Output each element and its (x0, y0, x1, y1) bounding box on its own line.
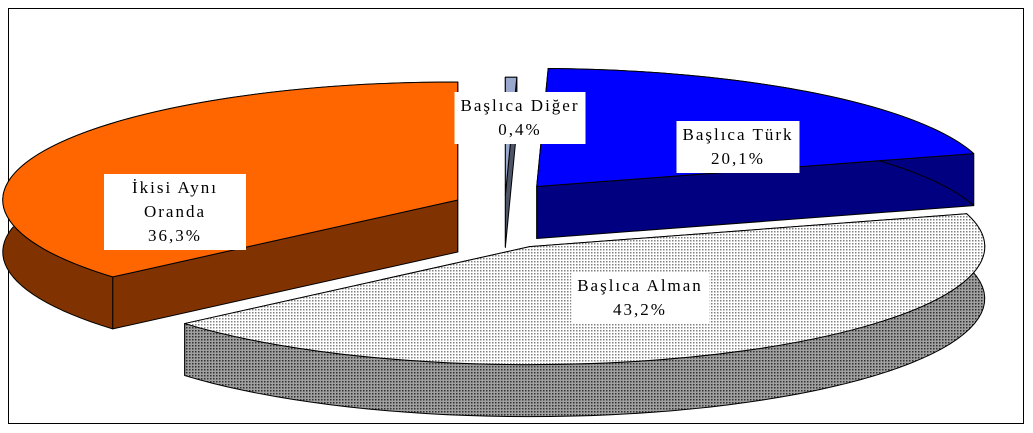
category-label: Başlıca Alman (577, 276, 703, 295)
data-label: İkisi Aynı Oranda 36,3% (104, 174, 246, 250)
category-label: Başlıca Diğer (460, 96, 580, 115)
data-label: Başlıca Diğer 0,4% (454, 92, 586, 144)
value-label: 0,4% (498, 120, 542, 139)
value-label: 20,1% (711, 149, 765, 168)
category-label: İkisi Aynı Oranda (132, 178, 218, 221)
data-label: Başlıca Türk 20,1% (676, 121, 800, 173)
category-label: Başlıca Türk (682, 125, 794, 144)
value-label: 43,2% (613, 300, 667, 319)
value-label: 36,3% (148, 226, 202, 245)
data-label: Başlıca Alman 43,2% (571, 272, 709, 324)
